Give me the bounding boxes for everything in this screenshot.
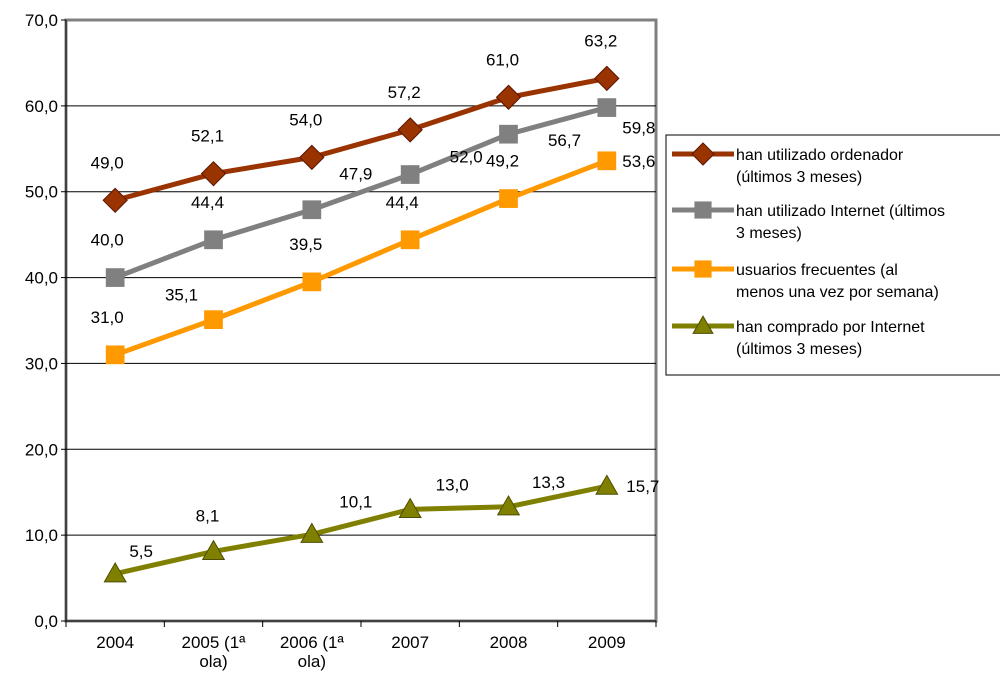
legend-label: han utilizado ordenador (últimos 3 meses): [736, 147, 904, 186]
series-line: [114, 158, 608, 358]
data-point: [495, 84, 522, 110]
data-label: 35,1: [165, 286, 198, 305]
data-point: [201, 539, 226, 561]
data-label: 13,3: [532, 473, 565, 492]
legend-entry: han utilizado ordenador (últimos 3 meses): [672, 142, 904, 186]
data-label: 57,2: [388, 83, 421, 102]
data-label: 53,6: [622, 152, 655, 171]
data-point: [102, 187, 128, 214]
legend-entry: usuarios frecuentes (al menos una vez por…: [672, 260, 939, 301]
data-point: [302, 200, 322, 220]
series-2: [105, 98, 617, 287]
series-line: [114, 483, 608, 577]
series-layer: [102, 65, 620, 583]
data-label: 5,5: [129, 542, 153, 561]
series-3: [105, 151, 617, 365]
data-label: 40,0: [91, 231, 124, 250]
y-axis: 0,0 10,0 20,0 30,0 40,0 50,0 60,0 70,0: [25, 11, 67, 631]
plot-area: [64, 18, 658, 623]
data-label: 63,2: [584, 31, 617, 50]
data-point: [597, 98, 617, 117]
data-point: [204, 310, 223, 330]
data-label: 56,7: [548, 131, 581, 150]
legend-label: han comprado por Internet (últimos 3 mese…: [736, 319, 925, 358]
data-point: [398, 497, 422, 518]
series-1: [102, 65, 620, 214]
y-tick-label: 20,0: [25, 440, 58, 459]
x-tick-label: 2009: [588, 633, 626, 652]
y-tick-label: 10,0: [25, 526, 58, 545]
data-point: [496, 495, 521, 516]
legend-box: [665, 134, 1000, 376]
legend-label: usuarios frecuentes (al menos una vez por…: [736, 262, 939, 301]
data-point: [200, 160, 227, 187]
legend-marker: [692, 315, 714, 334]
data-point: [204, 230, 223, 250]
data-label: 44,4: [191, 193, 224, 212]
data-label: 44,4: [386, 193, 419, 212]
legend-entry: han comprado por Internet (últimos 3 mese…: [672, 315, 925, 358]
data-point: [302, 272, 322, 292]
data-point: [499, 124, 518, 144]
series-4: [103, 474, 619, 583]
data-point: [595, 474, 619, 495]
data-point: [597, 151, 617, 171]
data-point: [300, 522, 324, 543]
data-point: [397, 117, 423, 143]
data-label: 52,1: [191, 127, 224, 146]
x-axis: 2004 2005 (1ª ola) 2006 (1ª ola) 2007 2008 2009: [65, 620, 657, 671]
legend-marker: [691, 142, 715, 166]
data-point: [103, 561, 127, 583]
legend-entry: han utilizado Internet (últimos 3 meses): [672, 201, 945, 242]
data-label: 49,2: [486, 152, 519, 171]
data-label: 8,1: [196, 506, 220, 525]
y-tick-label: 30,0: [25, 354, 58, 373]
y-tick-label: 70,0: [25, 11, 58, 30]
data-labels: 49,0 52,1 54,0 57,2 61,0 63,2 40,0 44,4 47,9 52,0…: [91, 31, 660, 560]
x-tick-label: 2006 (1ª ola): [280, 633, 345, 671]
data-label: 49,0: [91, 153, 124, 172]
data-point: [499, 189, 518, 208]
data-label: 10,1: [339, 492, 372, 511]
x-tick-label: 2007: [391, 633, 429, 652]
y-tick-label: 60,0: [25, 97, 58, 116]
data-point: [105, 345, 125, 365]
legend-marker: [694, 260, 712, 278]
data-label: 39,5: [289, 235, 322, 254]
series-line: [114, 75, 608, 203]
data-point: [299, 144, 325, 171]
data-label: 61,0: [486, 50, 519, 69]
legend-label: han utilizado Internet (últimos 3 meses): [736, 203, 945, 242]
data-label: 13,0: [436, 475, 469, 494]
data-point: [594, 65, 620, 92]
x-tick-label: 2008: [490, 633, 528, 652]
data-label: 31,0: [91, 308, 124, 327]
data-point: [400, 230, 420, 250]
series-line: [114, 105, 608, 280]
x-tick-label: 2005 (1ª ola): [182, 633, 247, 671]
y-tick-label: 40,0: [25, 269, 58, 288]
x-tick-label: 2004: [96, 633, 134, 652]
data-label: 15,7: [626, 477, 659, 496]
data-label: 52,0: [450, 148, 483, 167]
data-point: [105, 268, 125, 287]
legend-marker: [694, 201, 712, 219]
data-label: 59,8: [622, 119, 655, 138]
y-tick-label: 50,0: [25, 183, 58, 202]
data-point: [400, 165, 420, 184]
legend: han utilizado ordenador (últimos 3 meses)…: [665, 134, 1000, 376]
y-tick-label: 0,0: [34, 612, 58, 631]
data-label: 47,9: [339, 165, 372, 184]
data-label: 54,0: [289, 110, 322, 129]
